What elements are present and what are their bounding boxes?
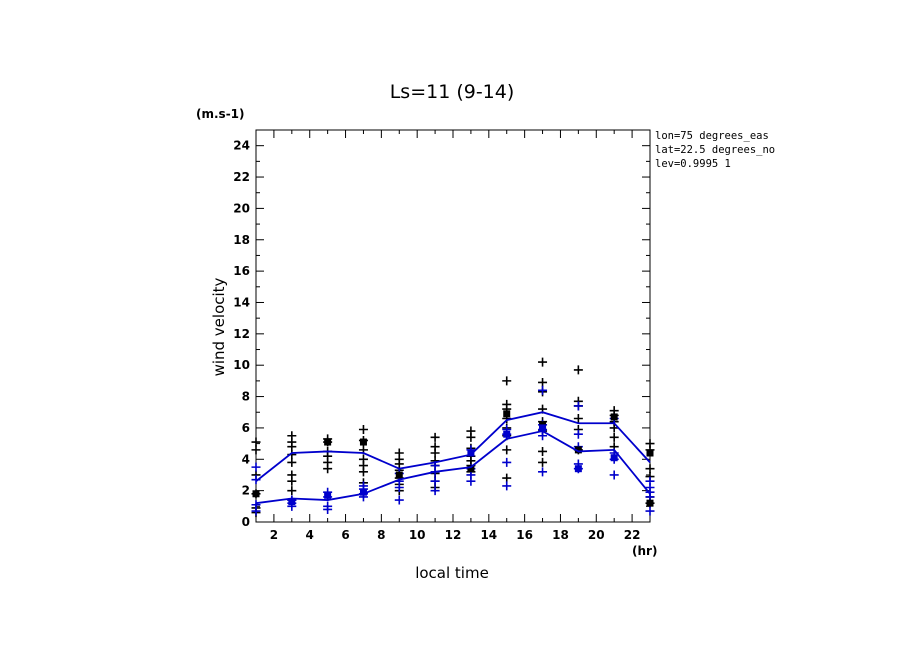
cross-point	[466, 432, 476, 442]
x-tick-label: 4	[306, 528, 314, 542]
series-line-1	[255, 430, 651, 505]
cross-point	[573, 429, 583, 439]
cross-point	[538, 357, 548, 367]
cross-point	[287, 476, 297, 486]
square-point	[288, 498, 296, 506]
y-tick-label: 6	[242, 421, 250, 435]
cross-point	[538, 467, 548, 477]
x-tick-label: 22	[624, 528, 641, 542]
cross-point	[538, 385, 548, 395]
y-tick-label: 0	[242, 515, 250, 529]
square-point	[324, 438, 332, 446]
x-axis-label: local time	[415, 564, 489, 582]
square-point	[359, 488, 367, 496]
cross-point	[573, 414, 583, 424]
annotation-lev: lev=0.9995 1	[655, 158, 731, 170]
square-point	[252, 490, 260, 498]
y-axis-label: wind velocity	[210, 277, 228, 376]
cross-point	[394, 483, 404, 493]
cross-point	[466, 476, 476, 486]
plot-frame	[255, 129, 651, 523]
x-tick-label: 8	[377, 528, 385, 542]
y-tick-label: 16	[233, 264, 250, 278]
cross-point	[251, 462, 261, 472]
cross-point	[538, 431, 548, 441]
cross-point	[430, 476, 440, 486]
annotation-lat: lat=22.5 degrees_no	[655, 144, 775, 156]
cross-point	[287, 442, 297, 452]
square-point	[574, 465, 582, 473]
cross-point	[645, 506, 655, 516]
square-point	[646, 499, 654, 507]
square-point	[467, 465, 475, 473]
y-unit-label: (m.s-1)	[196, 107, 245, 121]
cross-point	[430, 486, 440, 496]
cross-point	[609, 470, 619, 480]
square-point	[503, 410, 511, 418]
series-line-0	[255, 411, 651, 482]
cross-point	[251, 437, 261, 447]
y-tick-label: 8	[242, 390, 250, 404]
x-unit-label: (hr)	[632, 544, 657, 558]
square-point	[574, 446, 582, 454]
y-tick-label: 14	[233, 295, 250, 309]
y-tick-label: 12	[233, 327, 250, 341]
x-tick-label: 10	[409, 528, 426, 542]
square-point	[646, 449, 654, 457]
square-point	[395, 471, 403, 479]
square-point	[610, 413, 618, 421]
y-tick-label: 18	[233, 233, 250, 247]
cross-point	[502, 473, 512, 483]
y-tick-label: 10	[233, 358, 250, 372]
cross-point	[538, 446, 548, 456]
y-tick-label: 2	[242, 484, 250, 498]
x-tick-label: 14	[480, 528, 497, 542]
cross-point	[538, 377, 548, 387]
cross-point	[287, 486, 297, 496]
cross-point	[645, 464, 655, 474]
cross-point	[251, 445, 261, 455]
cross-point	[251, 506, 261, 516]
cross-point	[538, 457, 548, 467]
square-point	[503, 430, 511, 438]
x-tick-label: 18	[552, 528, 569, 542]
y-tick-label: 22	[233, 170, 250, 184]
cross-point	[358, 424, 368, 434]
square-point	[467, 449, 475, 457]
cross-point	[502, 457, 512, 467]
x-tick-label: 6	[341, 528, 349, 542]
x-tick-label: 2	[270, 528, 278, 542]
annotation-lon: lon=75 degrees_eas	[655, 130, 769, 142]
cross-point	[573, 365, 583, 375]
cross-point	[323, 504, 333, 514]
square-point	[324, 491, 332, 499]
square-point	[359, 438, 367, 446]
cross-point	[430, 432, 440, 442]
cross-point	[502, 445, 512, 455]
cross-point	[609, 432, 619, 442]
cross-point	[502, 376, 512, 386]
y-tick-label: 4	[242, 452, 250, 466]
chart-title: Ls=11 (9-14)	[390, 81, 515, 103]
cross-point	[358, 467, 368, 477]
x-tick-label: 16	[516, 528, 533, 542]
cross-point	[573, 401, 583, 411]
y-tick-label: 24	[233, 139, 250, 153]
square-point	[610, 454, 618, 462]
cross-point	[430, 448, 440, 458]
cross-point	[609, 423, 619, 433]
square-point	[539, 424, 547, 432]
cross-point	[394, 495, 404, 505]
cross-point	[502, 481, 512, 491]
y-tick-label: 20	[233, 201, 250, 215]
cross-point	[323, 464, 333, 474]
x-tick-label: 20	[588, 528, 605, 542]
cross-point	[287, 457, 297, 467]
x-tick-label: 12	[445, 528, 462, 542]
